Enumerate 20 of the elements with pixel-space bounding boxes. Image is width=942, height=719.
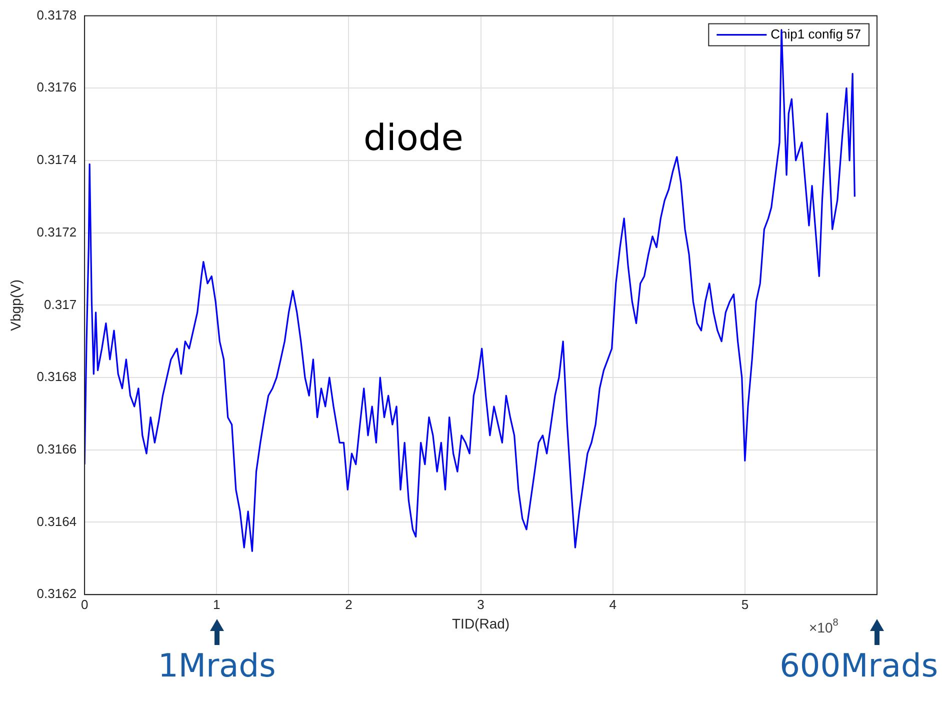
- x-tick-label: 4: [609, 596, 616, 612]
- x-tick-label: 2: [345, 596, 352, 612]
- text: diode: [363, 118, 464, 160]
- y-tick-label: 0.3178: [36, 7, 77, 22]
- y-tick-label: 0.317: [44, 296, 77, 312]
- x-tick-label: 1: [213, 596, 220, 612]
- y-axis-title: Vbgp(V): [7, 280, 24, 331]
- y-tick-label: 0.3166: [36, 441, 77, 456]
- y-tick-label: 0.3176: [36, 80, 77, 95]
- x-axis-title: TID(Rad): [452, 615, 510, 632]
- y-tick-label: 0.3168: [36, 369, 77, 384]
- x-tick-label: 0: [80, 596, 88, 612]
- y-tick-label: 0.3162: [36, 586, 77, 602]
- y-tick-label: 0.3172: [36, 224, 77, 240]
- text: 600Mrads: [780, 646, 938, 685]
- text: 1Mrads: [158, 646, 276, 685]
- x-tick-label: 3: [477, 596, 484, 612]
- y-tick-label: 0.3174: [36, 152, 77, 168]
- x-tick-label: 5: [741, 596, 749, 612]
- y-tick-label: 0.3164: [36, 514, 77, 529]
